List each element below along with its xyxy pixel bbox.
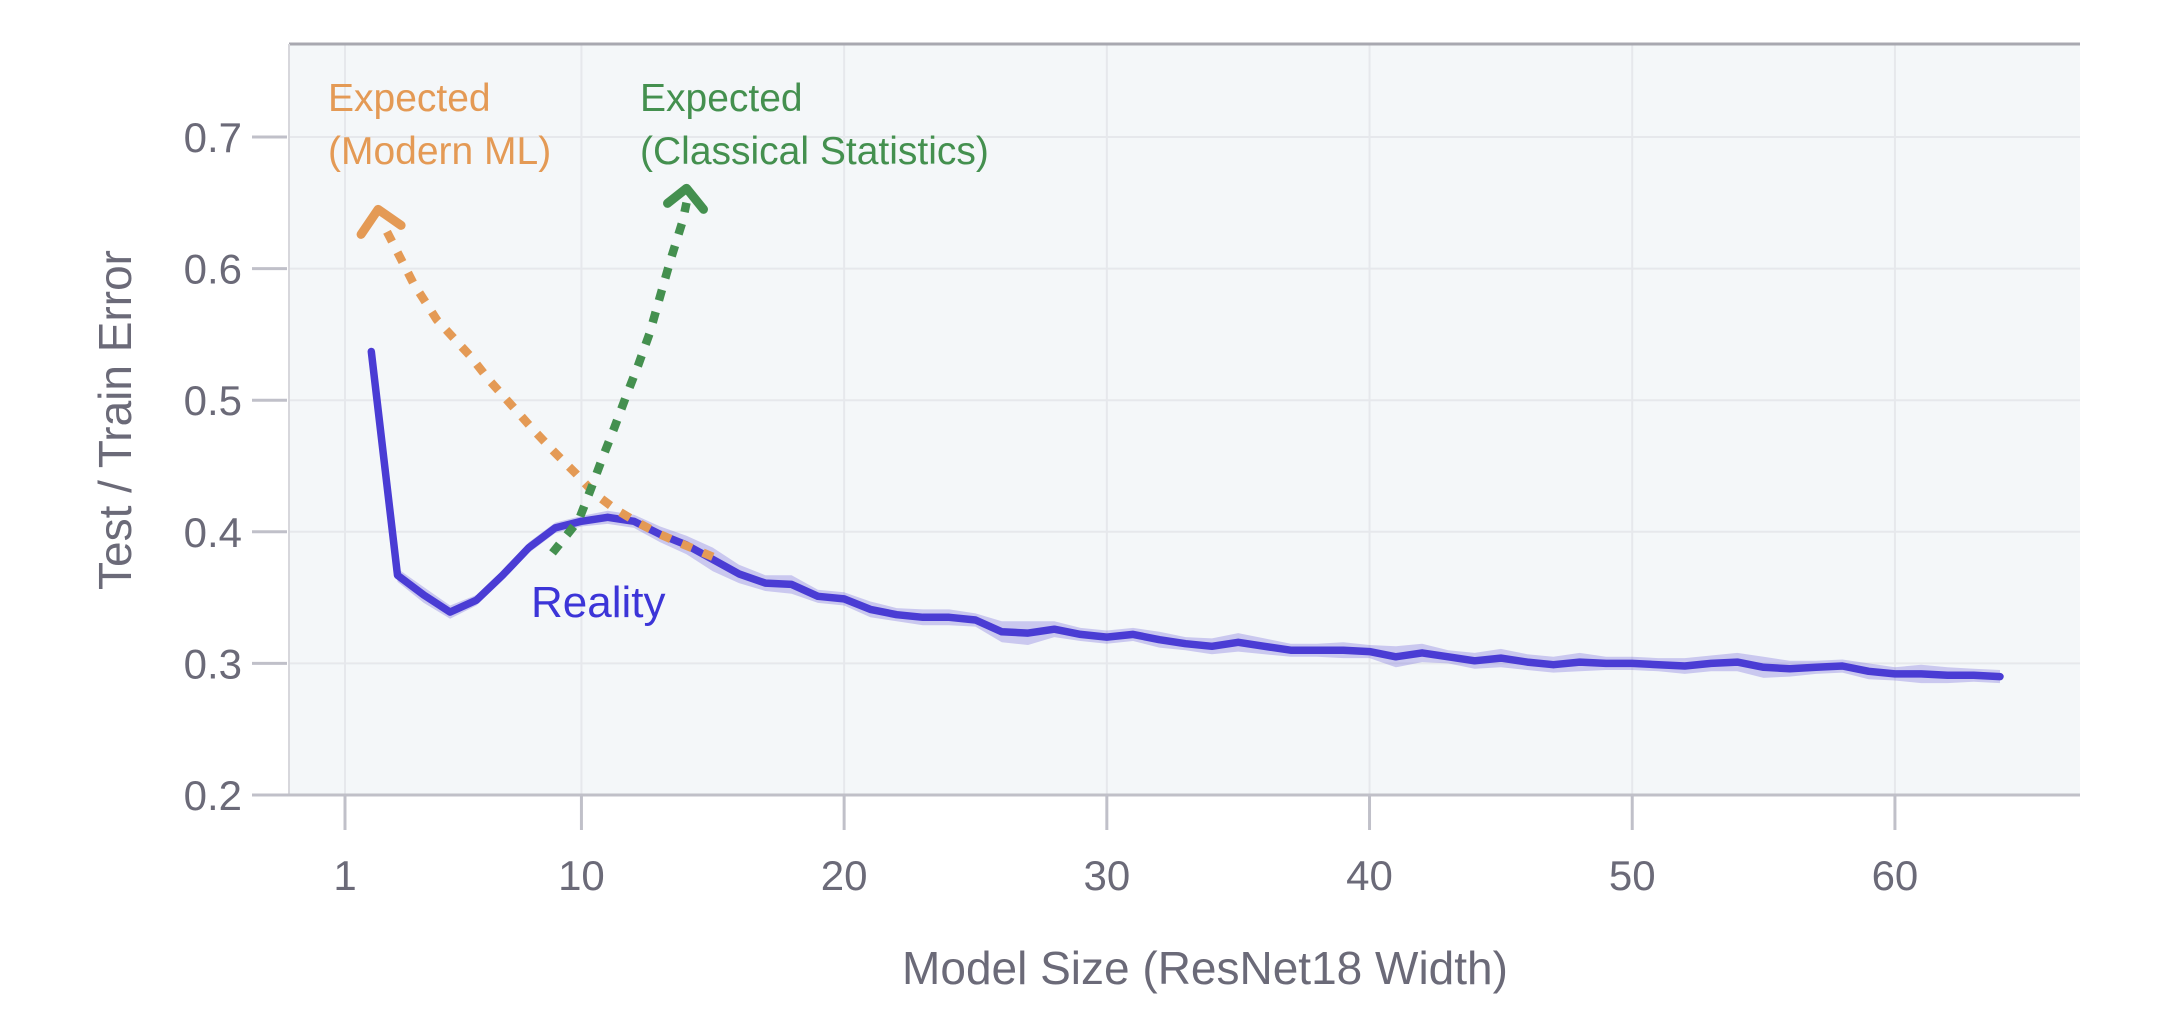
annotation-expected-classical-statistics-line1: Expected bbox=[640, 77, 803, 120]
y-tick-label: 0.6 bbox=[184, 246, 242, 293]
annotation-expected-classical-statistics-line2: (Classical Statistics) bbox=[640, 130, 989, 173]
y-tick-label: 0.2 bbox=[184, 772, 242, 819]
y-tick-label: 0.7 bbox=[184, 114, 242, 161]
x-tick-label: 60 bbox=[1872, 852, 1919, 899]
x-tick-label: 10 bbox=[558, 852, 605, 899]
x-tick-label: 20 bbox=[821, 852, 868, 899]
expected-classical-statistics-arrowhead bbox=[663, 183, 709, 214]
annotation-reality: Reality bbox=[531, 578, 666, 627]
annotation-expected-modern-ml: Expected (Modern ML) bbox=[328, 72, 551, 178]
annotation-expected-modern-ml-line2: (Modern ML) bbox=[328, 130, 552, 173]
x-tick-label: 50 bbox=[1609, 852, 1656, 899]
x-tick-label: 30 bbox=[1083, 852, 1130, 899]
expected-modern-ml-arrowhead bbox=[356, 204, 406, 239]
y-tick-label: 0.5 bbox=[184, 377, 242, 424]
annotation-expected-classical-statistics: Expected (Classical Statistics) bbox=[640, 72, 989, 178]
x-tick-label: 1 bbox=[333, 852, 356, 899]
annotation-expected-modern-ml-line1: Expected bbox=[328, 77, 491, 120]
x-axis-title: Model Size (ResNet18 Width) bbox=[902, 942, 1508, 994]
y-tick-label: 0.4 bbox=[184, 509, 242, 556]
x-tick-label: 40 bbox=[1346, 852, 1393, 899]
expected-modern-ml-curve bbox=[383, 229, 715, 561]
y-tick-label: 0.3 bbox=[184, 640, 242, 687]
expected-classical-statistics-curve bbox=[549, 201, 691, 556]
y-axis-title: Test / Train Error bbox=[89, 250, 141, 590]
plot-area bbox=[289, 44, 2080, 795]
